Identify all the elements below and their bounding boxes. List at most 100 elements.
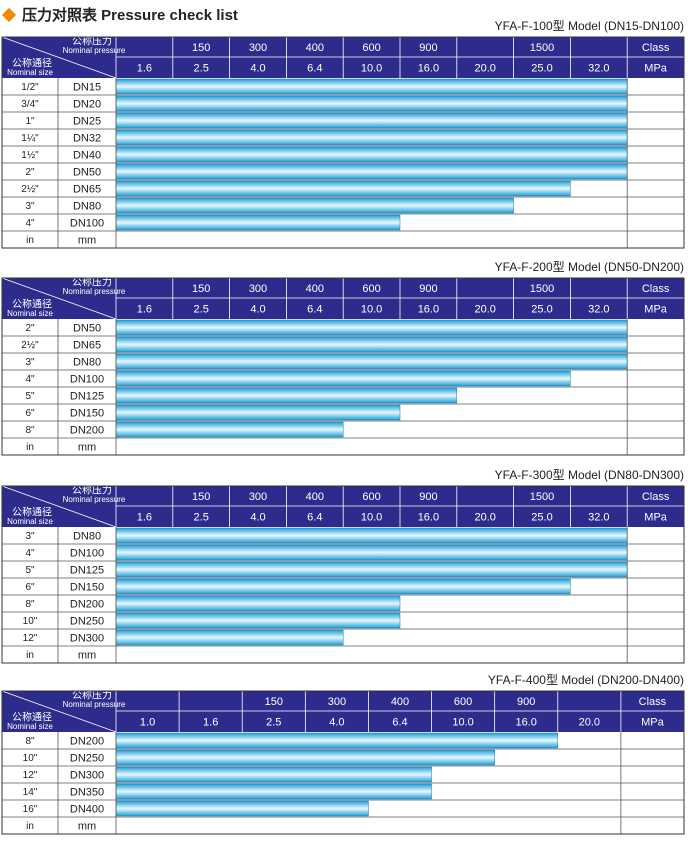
class-label: 900 (517, 696, 535, 708)
pressure-bar (115, 766, 432, 783)
size-label: 4" (25, 374, 35, 385)
class-label: 400 (306, 283, 324, 295)
pressure-bar (115, 387, 458, 404)
pressure-bar (115, 629, 344, 646)
class-label: 400 (391, 696, 409, 708)
class-label: 1500 (530, 283, 554, 295)
dn-label: DN15 (73, 81, 101, 93)
size-label: 3" (25, 357, 35, 368)
corner-pressure-cn: 公称压力 (72, 689, 112, 702)
class-label: 600 (454, 696, 472, 708)
size-label: 6" (25, 582, 35, 593)
dn-label: DN300 (70, 632, 104, 644)
size-label: 4" (25, 548, 35, 559)
size-label: 4" (25, 218, 35, 229)
size-label: 8" (25, 736, 35, 747)
size-label: 6" (25, 408, 35, 419)
dn-label: mm (78, 441, 96, 453)
corner-size-en: Nominal size (7, 517, 53, 526)
class-label: Class (639, 696, 667, 708)
pressure-bar (115, 783, 432, 800)
pressure-bar (115, 595, 401, 612)
size-label: in (26, 442, 34, 453)
size-label: 1" (25, 116, 35, 127)
dn-label: DN100 (70, 547, 104, 559)
class-label: 400 (306, 491, 324, 503)
class-label: Class (642, 283, 670, 295)
mpa-label: 25.0 (531, 62, 552, 74)
corner-size-en: Nominal size (7, 722, 53, 731)
corner-size-cn: 公称通径 (12, 711, 52, 724)
mpa-label: 25.0 (531, 303, 552, 315)
size-label: 8" (25, 425, 35, 436)
pressure-bar (115, 421, 344, 438)
dn-label: DN65 (73, 183, 101, 195)
mpa-label: 16.0 (418, 511, 439, 523)
size-label: 3" (25, 201, 35, 212)
pressure-bar (115, 527, 628, 544)
class-label: 300 (249, 491, 267, 503)
pressure-bar (115, 95, 628, 112)
pressure-bar (115, 370, 571, 387)
class-label: 300 (249, 283, 267, 295)
class-label: 150 (192, 283, 210, 295)
mpa-label: 1.6 (137, 62, 152, 74)
mpa-label: 32.0 (588, 62, 609, 74)
pressure-bar (115, 404, 401, 421)
dn-label: DN32 (73, 132, 101, 144)
corner-size-cn: 公称通径 (12, 57, 52, 70)
size-label: 3" (25, 531, 35, 542)
class-label: 1500 (530, 491, 554, 503)
corner-pressure-cn: 公称压力 (72, 484, 112, 497)
mpa-label: 32.0 (588, 303, 609, 315)
size-label: 2½" (21, 184, 39, 195)
dn-label: DN125 (70, 564, 104, 576)
size-label: 1¼" (21, 132, 39, 144)
class-label: 1500 (530, 42, 554, 54)
mpa-label: 1.6 (137, 511, 152, 523)
size-label: in (26, 650, 34, 661)
mpa-label: 6.4 (307, 303, 322, 315)
mpa-label: 6.4 (307, 62, 322, 74)
size-label: in (26, 235, 34, 246)
dn-label: DN400 (70, 803, 104, 815)
size-label: 3/4" (21, 99, 39, 110)
pressure-bar (115, 612, 401, 629)
dn-label: DN350 (70, 786, 104, 798)
mpa-label: 20.0 (474, 303, 495, 315)
corner-size-cn: 公称通径 (12, 298, 52, 311)
mpa-label: 6.4 (392, 716, 407, 728)
mpa-label: 25.0 (531, 511, 552, 523)
dn-label: DN150 (70, 581, 104, 593)
pressure-bar (115, 578, 571, 595)
mpa-label: 4.0 (250, 303, 265, 315)
pressure-bar (115, 561, 628, 578)
size-label: 12" (23, 770, 38, 781)
pressure-bar (115, 78, 628, 95)
size-label: 2" (25, 167, 35, 178)
size-label: 10" (23, 753, 38, 764)
mpa-label: 32.0 (588, 511, 609, 523)
title-icon (1, 7, 17, 23)
table-border (1, 485, 685, 664)
mpa-label: 16.0 (418, 303, 439, 315)
model-label: YFA-F-100型 Model (DN15-DN100) (495, 19, 684, 33)
pressure-bar (115, 214, 401, 231)
table-border (1, 277, 685, 456)
model-label: YFA-F-300型 Model (DN80-DN300) (495, 468, 684, 482)
mpa-label: 10.0 (452, 716, 473, 728)
mpa-label: 2.5 (194, 511, 209, 523)
size-label: 5" (25, 391, 35, 402)
size-label: 5" (25, 565, 35, 576)
dn-label: DN80 (73, 530, 101, 542)
size-label: 1½" (21, 150, 39, 161)
dn-label: mm (78, 820, 96, 832)
mpa-label: 1.6 (203, 716, 218, 728)
corner-pressure-en: Nominal pressure (63, 700, 126, 709)
page-title: 压力对照表 Pressure check list (22, 6, 238, 24)
mpa-label: 16.0 (516, 716, 537, 728)
mpa-label: 6.4 (307, 511, 322, 523)
pressure-bar (115, 129, 628, 146)
dn-label: DN25 (73, 115, 101, 127)
